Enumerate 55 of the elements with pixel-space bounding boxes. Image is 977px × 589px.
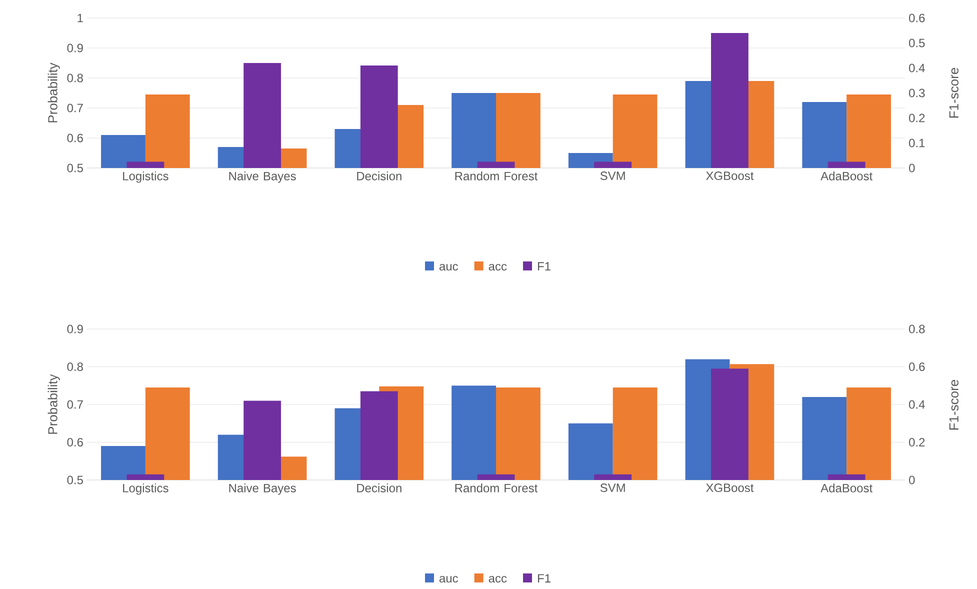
- legend-label: acc: [488, 264, 507, 271]
- y2-tick-label: 0.2: [909, 438, 925, 446]
- bar: [477, 162, 515, 168]
- x-tick-label: Naive Bayes: [229, 484, 296, 495]
- y2-tick-label: 0.6: [909, 14, 925, 22]
- bar: [594, 474, 632, 480]
- y2-tick-label: 0.3: [909, 88, 925, 98]
- x-tick-label: AdaBoost: [820, 172, 872, 180]
- y-tick-label: 0.7: [67, 400, 83, 409]
- y-tick-label: 0.8: [67, 362, 83, 371]
- y2-tick-label: 0.4: [909, 400, 925, 409]
- legend-label: acc: [488, 576, 507, 583]
- bar: [126, 162, 164, 168]
- x-tick-label: AdaBoost: [820, 484, 872, 492]
- x-tick-label: SVM: [600, 172, 625, 180]
- legend-label: F1: [538, 574, 550, 582]
- legend-label: auc: [439, 264, 458, 271]
- x-tick-label: Random Forest: [455, 484, 538, 492]
- x-tick-label: XGBoost: [706, 172, 754, 180]
- y-tick-label: 0.8: [67, 74, 83, 82]
- y-axis-title: Probability: [48, 62, 60, 122]
- x-tick-label: Logistics: [123, 172, 168, 183]
- y2-tick-label: 0: [909, 476, 915, 484]
- bar: [828, 474, 866, 480]
- y-tick-label: 0.6: [67, 134, 83, 142]
- y2-tick-label: 0.4: [909, 64, 925, 72]
- y-tick-label: 0.5: [67, 476, 83, 484]
- y-tick-label: 0.9: [67, 324, 83, 334]
- y-tick-label: 0.7: [67, 104, 83, 112]
- y2-axis-title: F1-score: [949, 68, 958, 118]
- y2-tick-label: 0.1: [909, 138, 925, 148]
- y-tick-label: 0.9: [67, 44, 83, 52]
- x-tick-label: Decision: [357, 172, 402, 180]
- y-tick-label: 0.5: [67, 164, 83, 172]
- x-tick-label: Naive Bayes: [229, 172, 296, 183]
- y2-tick-label: 0.8: [909, 324, 925, 334]
- y-axis-title: Probability: [48, 374, 60, 434]
- y-tick-label: 0.6: [67, 438, 83, 446]
- y-tick-label: 1: [78, 14, 83, 22]
- bar: [244, 62, 281, 168]
- bar: [477, 474, 515, 480]
- x-tick-label: Logistics: [123, 484, 168, 495]
- x-tick-label: SVM: [600, 484, 625, 492]
- y2-tick-label: 0.2: [909, 114, 925, 122]
- x-tick-label: Decision: [357, 484, 402, 492]
- y2-axis-title: F1-score: [949, 380, 958, 430]
- bar: [828, 162, 866, 168]
- legend-label: F1: [538, 262, 550, 270]
- y2-tick-label: 0: [909, 164, 915, 172]
- bar: [126, 474, 164, 480]
- legend-label: auc: [439, 576, 458, 583]
- x-tick-label: Random Forest: [455, 172, 538, 180]
- y2-tick-label: 0.6: [909, 362, 925, 371]
- x-tick-label: XGBoost: [706, 484, 754, 492]
- y2-tick-label: 0.5: [909, 38, 925, 48]
